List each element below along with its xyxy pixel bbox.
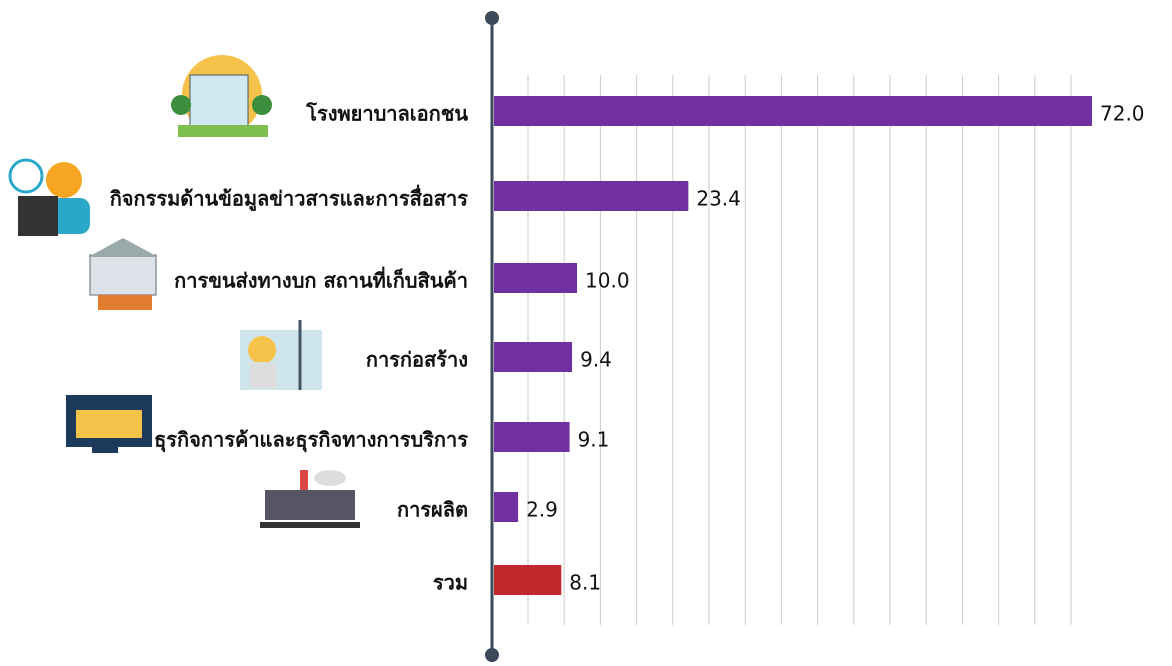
- bar: [494, 422, 570, 452]
- warehouse-icon: [88, 238, 158, 310]
- bar: [494, 181, 689, 211]
- axis-cap: [485, 648, 499, 662]
- bar: [494, 492, 519, 522]
- icons: [8, 55, 360, 528]
- category-label: โรงพยาบาลเอกชน: [305, 102, 468, 126]
- hospital-icon: [171, 55, 272, 137]
- value-label: 8.1: [569, 571, 601, 595]
- category-label: กิจกรรมด้านข้อมูลข่าวสารและการสื่อสาร: [110, 184, 469, 213]
- bar: [494, 342, 573, 372]
- bar: [494, 263, 578, 293]
- axis-cap: [485, 11, 499, 25]
- category-label: การก่อสร้าง: [366, 348, 468, 372]
- bar: [494, 565, 562, 595]
- value-label: 2.9: [526, 498, 558, 522]
- value-label: 10.0: [585, 269, 630, 293]
- value-label: 23.4: [696, 187, 741, 211]
- category-label: รวม: [433, 571, 468, 595]
- value-label: 9.1: [578, 428, 610, 452]
- category-label: การขนส่งทางบก สถานที่เก็บสินค้า: [174, 266, 468, 293]
- value-label: 9.4: [580, 348, 612, 372]
- bar: [494, 96, 1092, 126]
- construction-icon: [240, 320, 322, 390]
- value-label: 72.0: [1100, 102, 1145, 126]
- store-icon: [66, 395, 152, 453]
- factory-icon: [260, 470, 360, 528]
- category-label: ธุรกิจการค้าและธุรกิจทางการบริการ: [154, 428, 468, 453]
- grid: [527, 75, 1072, 625]
- category-label: การผลิต: [397, 498, 468, 522]
- callcenter-icon: [8, 158, 90, 236]
